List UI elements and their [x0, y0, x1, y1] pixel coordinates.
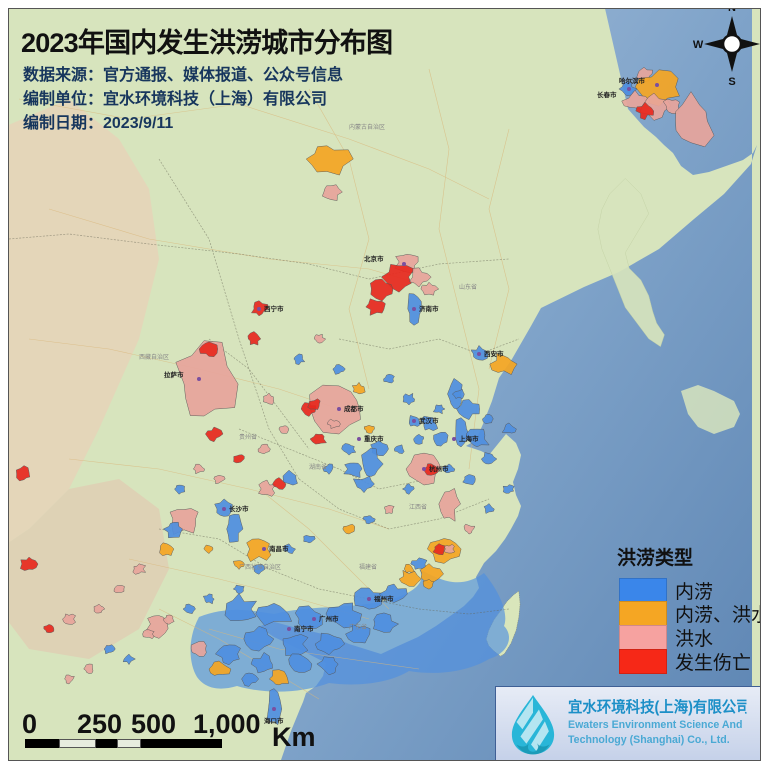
svg-text:福州市: 福州市 [373, 594, 394, 603]
svg-text:哈尔滨市: 哈尔滨市 [619, 76, 646, 85]
svg-text:济南市: 济南市 [419, 304, 439, 313]
svg-text:福建省: 福建省 [359, 563, 377, 571]
svg-text:山东省: 山东省 [459, 283, 477, 291]
svg-text:西安市: 西安市 [484, 349, 504, 358]
svg-text:西宁市: 西宁市 [264, 304, 284, 313]
svg-text:武汉市: 武汉市 [419, 416, 439, 425]
svg-text:湖南省: 湖南省 [309, 463, 327, 471]
svg-text:重庆市: 重庆市 [364, 434, 384, 443]
svg-text:江西省: 江西省 [409, 503, 427, 511]
svg-text:贵州省: 贵州省 [239, 433, 257, 441]
svg-text:杭州市: 杭州市 [429, 464, 449, 473]
svg-text:广西壮族自治区: 广西壮族自治区 [239, 563, 281, 571]
svg-text:长沙市: 长沙市 [229, 504, 249, 513]
svg-text:长春市: 长春市 [597, 90, 617, 99]
svg-text:广东省: 广东省 [349, 623, 367, 631]
svg-text:广州市: 广州市 [319, 614, 339, 623]
svg-text:成都市: 成都市 [344, 404, 364, 413]
svg-text:南昌市: 南昌市 [269, 544, 289, 553]
svg-text:上海市: 上海市 [459, 434, 479, 443]
svg-text:南宁市: 南宁市 [294, 624, 314, 633]
svg-text:W: W [693, 39, 704, 51]
svg-text:拉萨市: 拉萨市 [164, 370, 184, 379]
svg-text:西藏自治区: 西藏自治区 [139, 353, 169, 361]
svg-text:内蒙古自治区: 内蒙古自治区 [349, 123, 385, 131]
svg-text:北京市: 北京市 [364, 254, 384, 263]
svg-text:S: S [728, 76, 735, 88]
svg-text:N: N [728, 9, 736, 14]
